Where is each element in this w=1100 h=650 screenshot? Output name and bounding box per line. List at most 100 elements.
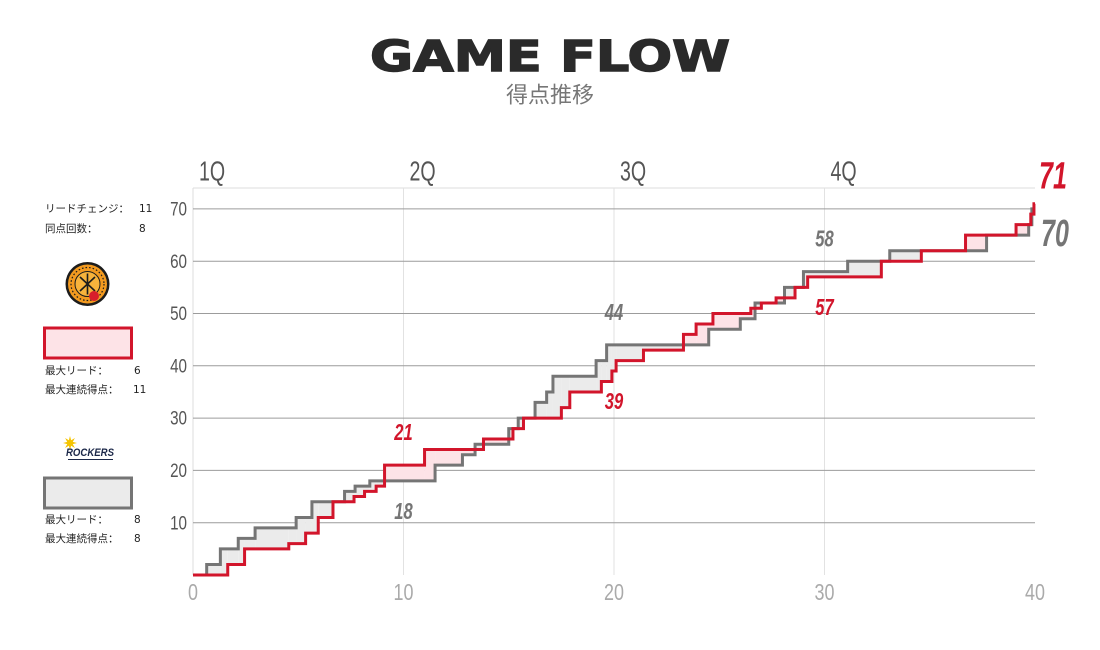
lead-fill-team-2: [220, 548, 228, 575]
lead-fill-team-2: [616, 344, 644, 361]
lead-fill-team-2: [206, 564, 221, 575]
quarter-score-label-team-2: 58: [815, 227, 834, 252]
lead-fill-team-2: [784, 287, 796, 298]
x-tick-label: 0: [188, 580, 198, 606]
y-tick-label: 20: [170, 459, 187, 481]
team-1-legend-swatch: [43, 326, 133, 360]
lead-fill-team-1: [435, 449, 463, 466]
stats-panel: リードチェンジ： 11 同点回数： 8 最大リード： 6 最大連続得点： 11 …: [43, 203, 152, 545]
lead-fill-team-1: [740, 313, 751, 319]
lead-fill-team-2: [354, 491, 356, 497]
lead-fill-team-1: [483, 439, 509, 445]
y-tick-label: 40: [170, 355, 187, 377]
y-tick-label: 70: [170, 198, 187, 220]
lead-fill-team-2: [305, 517, 312, 534]
quarter-score-label-team-1: 57: [815, 295, 834, 320]
lead-fill-team-2: [355, 486, 365, 497]
lead-fill-team-2: [244, 538, 256, 549]
lead-fill-team-1: [683, 334, 697, 345]
lead-fill-team-2: [755, 303, 762, 309]
lead-fill-team-2: [889, 250, 922, 262]
lead-fill-team-2: [518, 418, 524, 429]
lead-fill-team-1: [750, 308, 756, 319]
grid: [192, 187, 1035, 575]
lead-fill-team-2: [364, 486, 370, 492]
final-score-label-team-1: 71: [1039, 154, 1067, 196]
quarter-score-label-team-1: 39: [605, 389, 624, 414]
lead-fill-team-2: [508, 428, 513, 440]
lead-fill-team-2: [561, 376, 570, 408]
score-lines: [193, 202, 1036, 577]
lead-fill-team-2: [369, 480, 377, 492]
lead-fill-team-2: [803, 271, 808, 288]
lead-fill-team-2: [296, 517, 306, 544]
quarter-score-label-team-2: 44: [604, 300, 623, 325]
team-2-max-run-value: 8: [134, 533, 141, 545]
y-tick-label: 60: [170, 250, 187, 272]
lead-fill-team-1: [424, 449, 436, 481]
lead-fill-team-2: [546, 391, 553, 419]
quarter-label: 1Q: [199, 156, 225, 187]
team-2-legend-swatch: [43, 476, 133, 510]
lead-fill-team-2: [475, 444, 484, 450]
ties-label: 同点回数：: [45, 222, 98, 235]
lead-fill-team-1: [462, 449, 476, 455]
team-2-max-run-label: 最大連続得点：: [45, 532, 119, 545]
x-tick-label: 30: [815, 580, 835, 606]
lead-fills: [206, 203, 1035, 575]
team-1-max-lead-value: 6: [134, 365, 141, 377]
lead-fill-team-2: [344, 491, 355, 502]
lead-fill-team-2: [569, 376, 597, 392]
team-1-max-run-value: 11: [133, 384, 146, 396]
quarter-score-label-team-2: 18: [394, 499, 413, 524]
lead-changes-value: 11: [139, 203, 152, 215]
lead-fill-team-2: [311, 501, 319, 534]
lead-fill-team-1: [1016, 224, 1029, 236]
lead-fill-team-2: [643, 344, 684, 351]
lead-fill-team-2: [552, 376, 562, 419]
x-tick-label: 20: [604, 580, 624, 606]
axis-labels: 1Q 2Q 3Q 4Q 10 20 30 40 50 60 70 0 10 20 30 40: [170, 156, 1045, 605]
lead-fill-team-2: [535, 402, 547, 419]
lead-fill-team-2: [601, 360, 607, 382]
y-tick-label: 50: [170, 302, 187, 324]
lead-fill-team-2: [376, 480, 385, 487]
lead-fill-team-2: [227, 548, 239, 565]
quarter-score-label-team-1: 21: [393, 421, 412, 446]
quarter-label: 4Q: [831, 156, 857, 187]
team-2-logo-wordmark: ROCKERS: [66, 447, 115, 459]
chart-subtitle: 得点推移: [506, 84, 594, 109]
lead-fill-team-1: [712, 313, 741, 330]
team-2-logo: ROCKERS: [63, 436, 115, 460]
lead-fill-team-2: [318, 501, 333, 518]
lead-fill-team-2: [288, 527, 297, 544]
lead-fill-team-2: [611, 344, 617, 372]
score-line-team-1: [193, 202, 1036, 577]
y-tick-label: 10: [170, 512, 187, 534]
lead-fill-team-1: [384, 465, 425, 481]
chart-title: GAME FLOW: [370, 32, 730, 82]
lead-fill-team-2: [255, 527, 289, 549]
x-tick-label: 40: [1025, 580, 1045, 606]
lead-fill-team-2: [596, 360, 602, 392]
quarter-label: 2Q: [410, 156, 436, 187]
team-2-max-lead-value: 8: [134, 514, 141, 526]
lead-fill-team-2: [847, 261, 882, 277]
x-tick-label: 10: [394, 580, 414, 606]
lead-fill-team-2: [238, 538, 245, 565]
lead-fill-team-2: [606, 344, 612, 382]
lead-fill-team-2: [807, 271, 848, 277]
lead-fill-team-1: [965, 235, 987, 251]
y-tick-label: 30: [170, 407, 187, 429]
lead-changes-label: リードチェンジ：: [45, 203, 129, 215]
ties-value: 8: [139, 223, 146, 235]
team-1-max-run-label: 最大連続得点：: [45, 383, 119, 396]
team-1-logo: [65, 262, 110, 306]
lead-fill-team-1: [696, 323, 709, 345]
lead-fill-team-1: [776, 297, 785, 304]
team-2-max-lead-label: 最大リード：: [45, 513, 108, 526]
team-1-max-lead-label: 最大リード：: [45, 364, 108, 377]
lead-fill-team-1: [708, 323, 713, 330]
quarter-label: 3Q: [620, 156, 646, 187]
